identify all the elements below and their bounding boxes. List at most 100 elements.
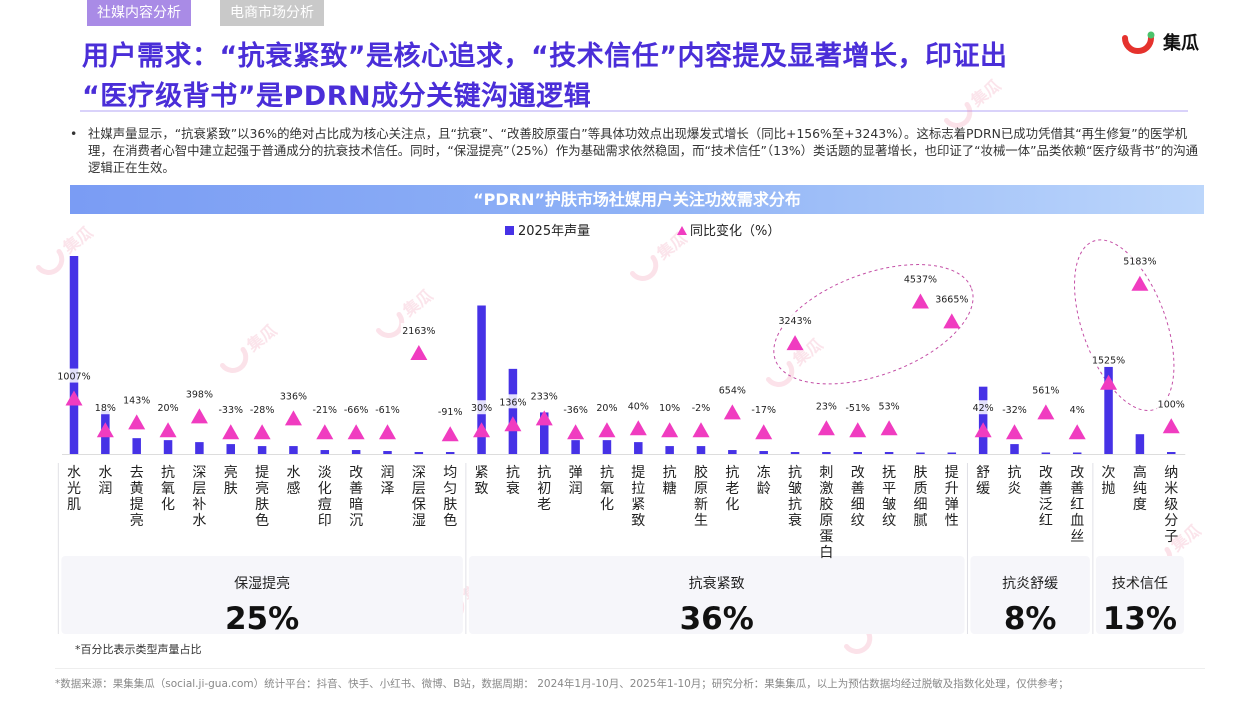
yoy-label: 1525% bbox=[1092, 356, 1125, 367]
watermark: 集瓜 bbox=[944, 76, 1005, 128]
yoy-label-bg bbox=[215, 402, 246, 417]
category-label: 改善红血丝 bbox=[1070, 465, 1084, 545]
legend-bar-label: 2025年声量 bbox=[518, 224, 590, 239]
yoy-label-bg bbox=[842, 400, 873, 415]
bar bbox=[540, 412, 549, 454]
category-label: 亮肤 bbox=[224, 464, 238, 497]
watermark: 集瓜 bbox=[1144, 521, 1204, 573]
bullet: • bbox=[70, 126, 78, 141]
page-title-line1: 用户需求：“抗衰紧致”是核心追求，“技术信任”内容提及显著增长，印证出 bbox=[82, 41, 1008, 72]
yoy-label: 3243% bbox=[778, 316, 811, 327]
yoy-label-bg bbox=[56, 368, 92, 383]
yoy-marker bbox=[943, 313, 961, 329]
category-label: 抗氧化 bbox=[161, 465, 175, 513]
yoy-label-bg bbox=[400, 323, 437, 338]
yoy-label: 18% bbox=[95, 403, 116, 414]
yoy-label: 4537% bbox=[904, 275, 937, 286]
watermark: 集瓜 bbox=[436, 571, 496, 623]
watermark-text: 集瓜 bbox=[967, 76, 1005, 111]
yoy-label-bg bbox=[247, 402, 277, 417]
yoy-label: -32% bbox=[1002, 405, 1027, 416]
yoy-marker bbox=[786, 335, 804, 351]
yoy-label: -21% bbox=[313, 405, 338, 416]
yoy-label-bg bbox=[877, 398, 901, 413]
tab-ecommerce[interactable]: 电商市场分析 bbox=[220, 0, 324, 26]
yoy-marker bbox=[316, 424, 334, 440]
yoy-marker bbox=[755, 424, 773, 440]
yoy-marker bbox=[629, 420, 647, 436]
yoy-label-bg bbox=[689, 400, 713, 415]
bar bbox=[728, 450, 737, 454]
bar bbox=[1104, 366, 1113, 454]
yoy-label-bg bbox=[435, 404, 465, 419]
category-label: 抗初老 bbox=[537, 465, 551, 513]
watermark-logo-icon bbox=[844, 627, 873, 654]
category-label: 去黄提亮 bbox=[130, 465, 144, 529]
bar bbox=[257, 446, 267, 454]
group-name: 保湿提亮 bbox=[234, 575, 290, 592]
yoy-marker bbox=[849, 422, 867, 438]
bar bbox=[69, 256, 79, 454]
yoy-label: 233% bbox=[531, 391, 558, 402]
category-label: 深层补水 bbox=[192, 465, 206, 529]
category-label: 高纯度 bbox=[1133, 464, 1147, 513]
category-label: 抗老化 bbox=[725, 465, 739, 513]
yoy-marker bbox=[128, 414, 146, 430]
yoy-label: 42% bbox=[973, 403, 994, 414]
category-label: 润泽 bbox=[381, 465, 395, 497]
bar bbox=[1041, 452, 1051, 454]
yoy-label-bg bbox=[93, 400, 117, 415]
bar bbox=[602, 440, 612, 454]
source-divider bbox=[55, 668, 1205, 669]
bar bbox=[477, 305, 486, 454]
yoy-marker bbox=[222, 424, 240, 440]
bar bbox=[132, 438, 141, 454]
yoy-label-bg bbox=[529, 388, 560, 403]
group-name: 技术信任 bbox=[1112, 576, 1168, 592]
yoy-label-bg bbox=[121, 392, 152, 407]
bar bbox=[351, 450, 361, 454]
bar bbox=[696, 446, 706, 454]
watermark-logo-icon bbox=[766, 360, 795, 387]
group-name: 抗衰紧致 bbox=[689, 575, 745, 592]
watermark: 集瓜 bbox=[36, 223, 96, 275]
yoy-marker bbox=[1100, 374, 1118, 390]
yoy-label-bg bbox=[372, 402, 403, 417]
yoy-label-bg bbox=[717, 382, 748, 397]
yoy-label-bg bbox=[971, 400, 995, 415]
category-label: 抗炎 bbox=[1008, 465, 1022, 497]
bar bbox=[822, 452, 831, 454]
yoy-label: -61% bbox=[375, 405, 400, 416]
category-label: 深层保湿 bbox=[412, 465, 426, 529]
yoy-marker bbox=[880, 420, 898, 436]
tab-social-content[interactable]: 社媒内容分析 bbox=[87, 0, 191, 26]
yoy-label-bg bbox=[341, 402, 371, 417]
watermark: 集瓜 bbox=[844, 602, 904, 654]
highlight-ellipse bbox=[773, 264, 974, 385]
group-share: 25% bbox=[225, 601, 299, 637]
yoy-marker bbox=[253, 424, 271, 440]
bar bbox=[947, 452, 957, 454]
bar bbox=[978, 386, 988, 454]
yoy-label: 654% bbox=[719, 385, 746, 396]
yoy-label-bg bbox=[560, 402, 591, 417]
group-panel bbox=[970, 556, 1090, 634]
category-label: 冻龄 bbox=[757, 464, 771, 497]
yoy-marker bbox=[96, 422, 114, 438]
category-label: 抗皱抗衰 bbox=[788, 465, 802, 529]
bar bbox=[226, 444, 235, 454]
category-label: 紧致 bbox=[475, 465, 489, 497]
group-share: 36% bbox=[680, 601, 754, 637]
category-label: 改善暗沉 bbox=[349, 465, 363, 529]
legend-marker-swatch bbox=[677, 226, 687, 235]
chart-title-banner: “PDRN”护肤市场社媒用户关注功效需求分布 bbox=[70, 185, 1204, 214]
yoy-label: 53% bbox=[879, 401, 900, 412]
title-divider bbox=[80, 110, 1188, 112]
group-share: 13% bbox=[1103, 601, 1177, 637]
group-panel bbox=[468, 556, 965, 634]
insight-text: 社媒声量显示，“抗衰紧致”以36%的绝对占比成为核心关注点，且“抗衰”、“改善胶… bbox=[88, 126, 1199, 175]
yoy-marker bbox=[692, 422, 710, 438]
yoy-marker bbox=[1068, 424, 1086, 440]
yoy-marker bbox=[1131, 275, 1149, 291]
bar bbox=[101, 410, 110, 454]
